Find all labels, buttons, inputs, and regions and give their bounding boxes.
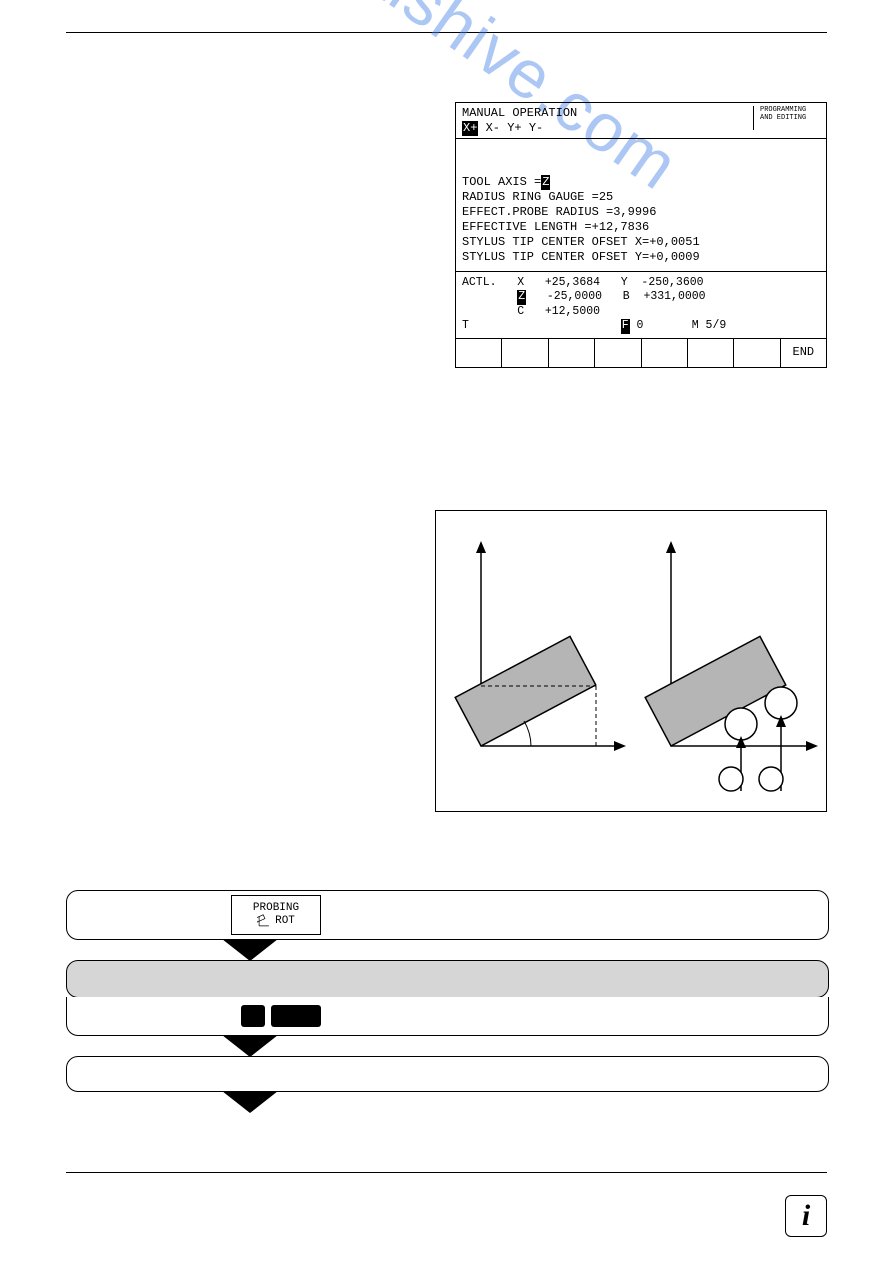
probing-top: PROBING xyxy=(253,902,299,914)
step-key-4 xyxy=(67,1057,339,1091)
step-row-3 xyxy=(66,997,829,1036)
softkey-5[interactable] xyxy=(642,339,688,367)
screenshot-body: TOOL AXIS =Z RADIUS RING GAUGE =25 EFFEC… xyxy=(456,139,826,272)
black-key-wide[interactable] xyxy=(271,1005,321,1027)
step-text-1 xyxy=(339,891,828,939)
softkey-7[interactable] xyxy=(734,339,780,367)
step-text-3 xyxy=(339,997,828,1035)
rot-icon xyxy=(257,914,271,928)
probing-rot: ROT xyxy=(257,914,295,928)
black-key-small[interactable] xyxy=(241,1005,265,1027)
step-key-probing: PROBING ROT xyxy=(67,891,339,939)
actl-z-inv: Z xyxy=(517,290,526,304)
actl-f-inv: F xyxy=(621,319,630,333)
axis-line: X- Y+ Y- xyxy=(478,121,543,135)
softkey-row: END xyxy=(456,339,826,367)
rot-text: ROT xyxy=(275,915,295,927)
softkey-end[interactable]: END xyxy=(781,339,826,367)
z-inv: Z xyxy=(541,175,550,190)
probe-2 xyxy=(759,687,797,791)
mode-line-1: PROGRAMMING xyxy=(760,106,806,114)
diagram-right xyxy=(645,541,818,791)
steps-table: PROBING ROT xyxy=(66,890,829,1112)
tool-axis-line: TOOL AXIS = xyxy=(462,175,541,189)
arrow-3 xyxy=(222,1091,278,1113)
step-key-2 xyxy=(67,961,339,997)
step-text-4 xyxy=(339,1057,828,1091)
mode-line-2: AND EDITING xyxy=(760,114,806,122)
actl-3: 0 M 5/9 xyxy=(630,319,727,332)
header-right-mode: PROGRAMMING AND EDITING xyxy=(753,106,820,130)
softkey-1[interactable] xyxy=(456,339,502,367)
info-icon: i xyxy=(785,1195,827,1237)
header-left: MANUAL OPERATION X+ X- Y+ Y- xyxy=(462,106,753,136)
probe-1 xyxy=(719,708,757,791)
softkey-4[interactable] xyxy=(595,339,641,367)
controller-screenshot: MANUAL OPERATION X+ X- Y+ Y- PROGRAMMING… xyxy=(455,102,827,368)
body-rest: RADIUS RING GAUGE =25 EFFECT.PROBE RADIU… xyxy=(462,190,700,264)
actl-block: ACTL. X +25,3684 Y -250,3600 Z -25,0000 … xyxy=(456,272,826,339)
step-row-1: PROBING ROT xyxy=(66,890,829,940)
arrow-1 xyxy=(222,939,278,961)
diagram-box xyxy=(435,510,827,812)
softkey-6[interactable] xyxy=(688,339,734,367)
softkey-2[interactable] xyxy=(502,339,548,367)
step-row-4 xyxy=(66,1056,829,1092)
header-title: MANUAL OPERATION xyxy=(462,106,577,120)
step-key-3 xyxy=(67,997,339,1035)
page-footer: i xyxy=(66,1172,827,1233)
softkey-3[interactable] xyxy=(549,339,595,367)
diagram-left xyxy=(455,541,626,751)
top-rule xyxy=(66,32,827,33)
diagram-svg xyxy=(436,511,826,811)
step-row-2 xyxy=(66,960,829,998)
screenshot-header: MANUAL OPERATION X+ X- Y+ Y- PROGRAMMING… xyxy=(456,103,826,139)
probing-softkey[interactable]: PROBING ROT xyxy=(231,895,321,935)
axis-x-plus: X+ xyxy=(462,121,478,136)
step-text-2 xyxy=(339,961,828,997)
arrow-2 xyxy=(222,1035,278,1057)
